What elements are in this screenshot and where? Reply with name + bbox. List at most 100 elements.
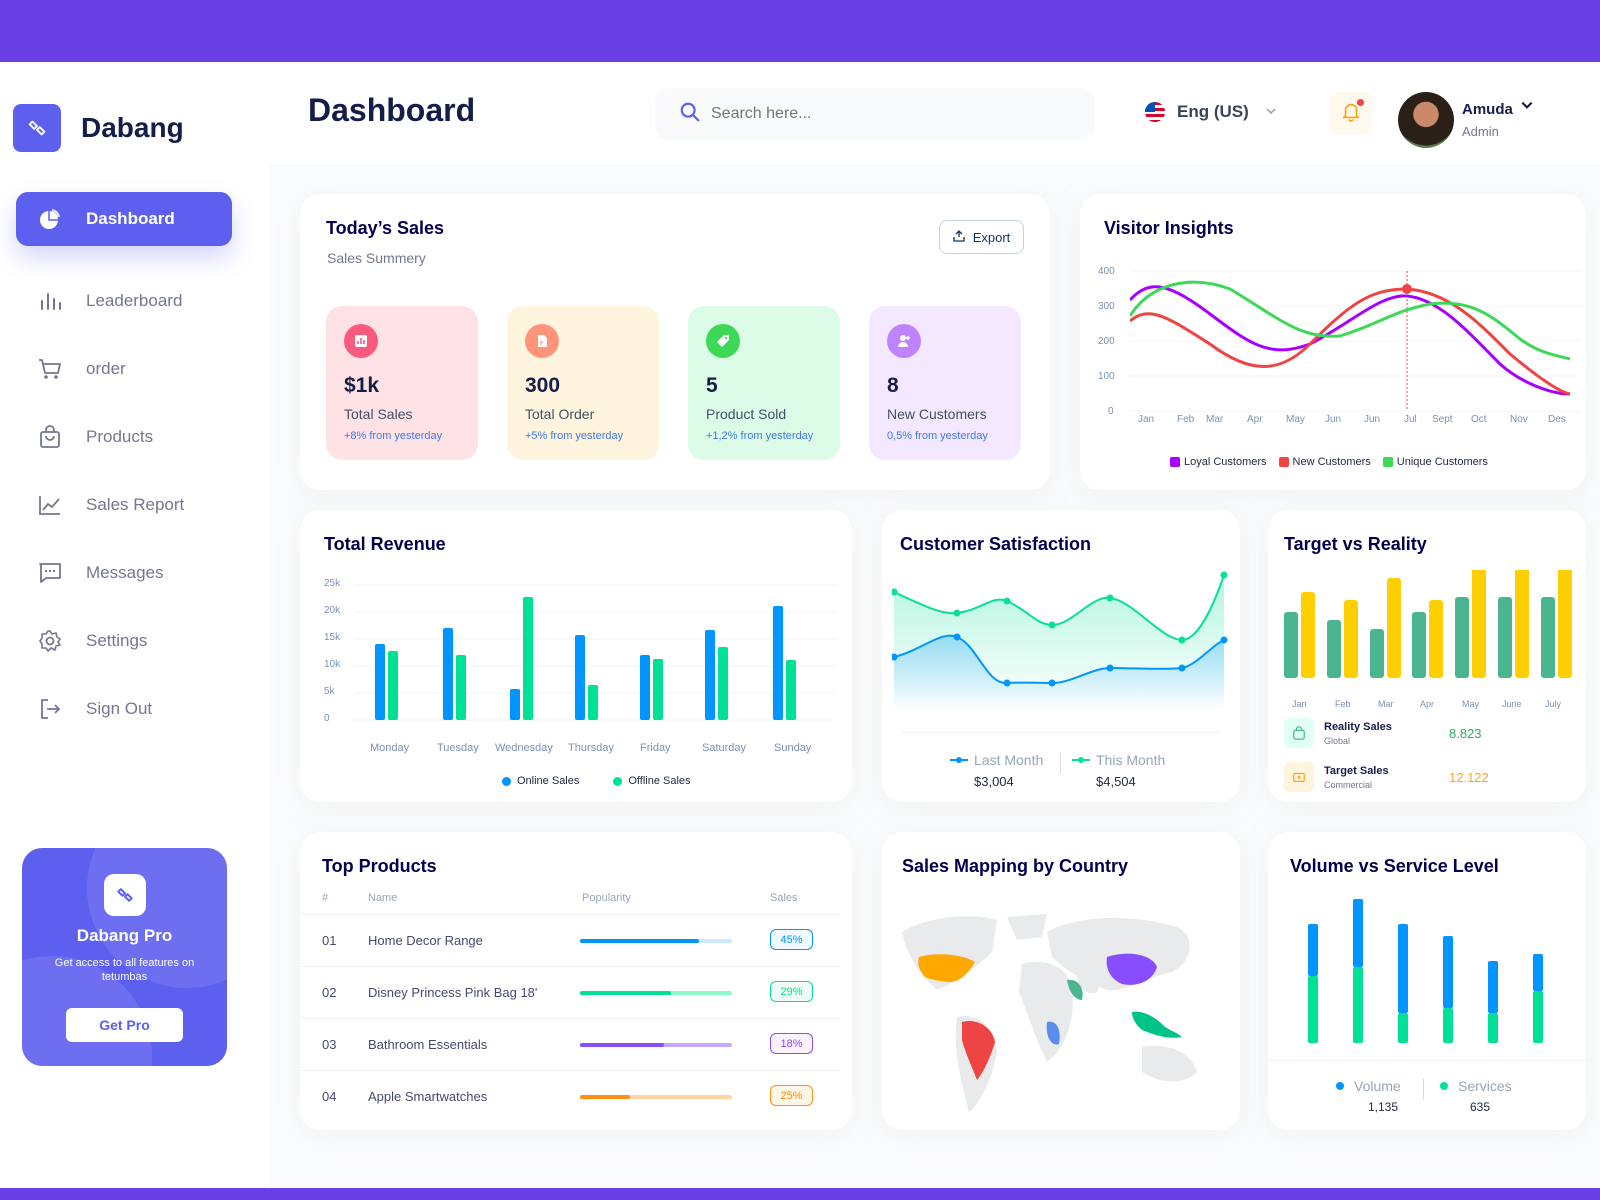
stat-change: +8% from yesterday	[344, 430, 443, 442]
last-month-value: $3,004	[974, 774, 1014, 789]
logo[interactable]: Dabang	[13, 104, 184, 152]
product-name: Bathroom Essentials	[368, 1037, 488, 1052]
y-tick: 10k	[324, 659, 341, 670]
sidebar-item-label: Leaderboard	[86, 291, 183, 310]
y-tick: 0	[324, 713, 330, 724]
notifications-button[interactable]	[1330, 92, 1372, 134]
ticket-icon	[1284, 762, 1314, 792]
reality-sales-sub: Global	[1324, 735, 1351, 746]
stat-change: +1,2% from yesterday	[706, 430, 814, 442]
volume-service-card: Volume vs Service Level Volume Services …	[1268, 832, 1586, 1130]
x-tick: Jan	[1138, 414, 1155, 425]
column-header: Popularity	[582, 892, 631, 904]
table-row[interactable]: 02 Disney Princess Pink Bag 18' 29%	[300, 966, 840, 1018]
stat-label: New Customers	[887, 406, 987, 422]
card-title: Top Products	[322, 856, 437, 876]
top-products-card: Top Products # Name Popularity Sales 01 …	[300, 832, 852, 1130]
x-tick: May	[1286, 414, 1305, 425]
target-sales-sub: Commercial	[1324, 779, 1373, 790]
user-menu[interactable]: Amuda Admin	[1398, 92, 1513, 148]
sidebar-item-settings[interactable]: Settings	[16, 614, 232, 668]
legend-this-month: This Month	[1072, 752, 1165, 768]
sidebar-item-leaderboard[interactable]: Leaderboard	[16, 274, 232, 328]
export-button[interactable]: Export	[939, 220, 1024, 254]
y-tick: 20k	[324, 605, 341, 616]
x-tick: Feb	[1177, 414, 1195, 425]
search-bar[interactable]	[655, 88, 1095, 140]
card-subtitle: Sales Summery	[327, 250, 426, 266]
legend: Loyal Customers New Customers Unique Cus…	[1170, 456, 1488, 468]
x-axis-labels: Jan Feb Mar Apr May Jun Jun Jul Sept Oct…	[1130, 414, 1590, 428]
legend-swatch	[1382, 457, 1393, 467]
sidebar-item-label: Products	[86, 427, 154, 446]
sales-badge: 29%	[770, 981, 813, 1002]
sidebar-item-messages[interactable]: Messages	[16, 546, 232, 600]
popularity-bar	[580, 991, 732, 995]
sidebar-item-sign-out[interactable]: Sign Out	[16, 682, 232, 736]
sidebar-item-sales-report[interactable]: Sales Report	[16, 478, 232, 532]
sidebar-item-label: Settings	[86, 631, 148, 650]
legend-services: Services	[1440, 1078, 1512, 1094]
stat-change: +5% from yesterday	[525, 430, 624, 442]
legend-dot	[613, 776, 623, 786]
x-tick: Feb	[1335, 699, 1351, 709]
table-row[interactable]: 04 Apple Smartwatches 25%	[300, 1070, 840, 1122]
legend-label: Volume	[1354, 1078, 1401, 1094]
legend-dot	[1336, 1082, 1344, 1090]
us-flag-icon	[1145, 102, 1165, 122]
header: Dashboard Eng (US) Amuda Admin	[270, 62, 1600, 164]
y-tick: 15k	[324, 632, 341, 643]
legend-volume: Volume	[1336, 1078, 1401, 1094]
x-tick: Jan	[1292, 699, 1307, 709]
visitor-insights-card: Visitor Insights 400 300 200 100 0 Jan F…	[1080, 194, 1586, 490]
language-selector[interactable]: Eng (US)	[1145, 102, 1277, 122]
search-input[interactable]	[711, 105, 1051, 123]
x-tick: Mar	[1378, 699, 1394, 709]
legend-dot	[1440, 1082, 1448, 1090]
card-title: Target vs Reality	[1284, 534, 1427, 554]
sidebar-item-products[interactable]: Products	[16, 410, 232, 464]
stat-value: 300	[525, 374, 561, 397]
gear-icon	[36, 627, 64, 655]
table-row[interactable]: 01 Home Decor Range 45%	[300, 914, 840, 966]
legend-last-month: Last Month	[950, 752, 1043, 768]
x-tick: July	[1545, 699, 1562, 709]
chart-icon	[344, 324, 378, 358]
sidebar-item-order[interactable]: order	[16, 342, 232, 396]
shopping-bag-icon	[1284, 718, 1314, 748]
y-tick: 100	[1098, 371, 1115, 382]
legend-swatch	[1278, 457, 1289, 467]
x-tick: Wednesday	[495, 742, 553, 754]
sidebar-item-dashboard[interactable]: Dashboard	[16, 192, 232, 246]
stat-card-total-sales: $1k Total Sales +8% from yesterday	[326, 306, 478, 460]
card-title: Sales Mapping by Country	[902, 856, 1129, 876]
tag-icon	[706, 324, 740, 358]
table-row[interactable]: 03 Bathroom Essentials 18%	[300, 1018, 840, 1070]
x-tick: May	[1462, 699, 1480, 709]
popularity-bar	[580, 1095, 732, 1099]
bell-icon	[1340, 100, 1362, 127]
x-tick: Jul	[1404, 414, 1417, 425]
sidebar-item-label: Messages	[86, 563, 164, 582]
x-tick: June	[1502, 699, 1522, 709]
stat-value: $1k	[344, 374, 380, 397]
product-name: Home Decor Range	[368, 933, 483, 948]
y-tick: 0	[1108, 406, 1114, 417]
chevron-down-icon[interactable]	[1520, 98, 1534, 117]
legend-label: New Customers	[1292, 456, 1371, 468]
sidebar-item-label: Dashboard	[86, 209, 175, 228]
stat-card-product-sold: 5 Product Sold +1,2% from yesterday	[688, 306, 840, 460]
pro-upgrade-card: Dabang Pro Get access to all features on…	[22, 848, 227, 1066]
stat-card-total-order: 300 Total Order +5% from yesterday	[507, 306, 659, 460]
x-tick: Monday	[370, 742, 410, 754]
card-title: Visitor Insights	[1104, 218, 1234, 238]
get-pro-button[interactable]: Get Pro	[66, 1008, 183, 1042]
legend-label: Services	[1458, 1078, 1512, 1094]
user-name: Amuda	[1462, 101, 1513, 118]
export-label: Export	[972, 229, 1011, 245]
x-tick: Friday	[640, 742, 671, 754]
row-number: 04	[322, 1089, 337, 1104]
promo-subtitle: Get access to all features on tetumbas	[54, 957, 195, 983]
legend-dot	[502, 776, 511, 786]
legend-label: Offline Sales	[628, 775, 691, 787]
